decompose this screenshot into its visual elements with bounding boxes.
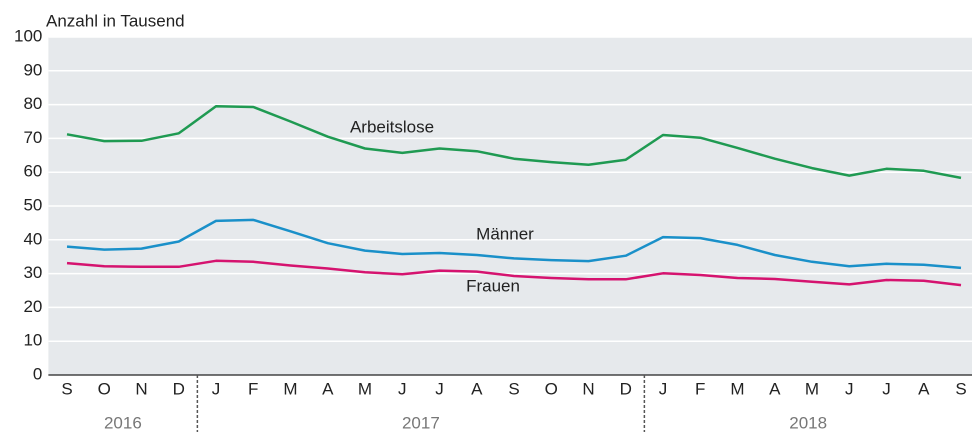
x-tick-label: A xyxy=(769,379,781,398)
y-axis-label: Anzahl in Tausend xyxy=(46,11,185,30)
y-tick-label: 40 xyxy=(23,229,42,248)
series-line xyxy=(66,105,962,180)
y-tick-label: 50 xyxy=(23,195,42,214)
x-tick-label: A xyxy=(918,379,930,398)
series-label: Männer xyxy=(476,224,534,243)
x-tick-label: J xyxy=(845,379,854,398)
x-tick-label: D xyxy=(173,379,185,398)
series-line xyxy=(66,218,962,270)
x-tick-label: F xyxy=(248,379,258,398)
y-tick-label: 80 xyxy=(23,94,42,113)
y-tick-label: 100 xyxy=(14,26,42,45)
y-tick-label: 60 xyxy=(23,162,42,181)
x-tick-label: J xyxy=(212,379,221,398)
y-tick-label: 70 xyxy=(23,128,42,147)
x-tick-label: N xyxy=(582,379,594,398)
y-tick-label: 0 xyxy=(33,364,42,383)
y-tick-label: 10 xyxy=(23,331,42,350)
y-tick-label: 20 xyxy=(23,297,42,316)
year-label: 2018 xyxy=(789,413,827,432)
x-tick-label: J xyxy=(882,379,891,398)
x-tick-label: S xyxy=(955,379,966,398)
series-label: Frauen xyxy=(466,276,520,295)
x-tick-label: A xyxy=(471,379,483,398)
x-tick-label: A xyxy=(322,379,334,398)
y-tick-label: 30 xyxy=(23,263,42,282)
series-label: Arbeitslose xyxy=(350,117,434,136)
year-label: 2017 xyxy=(402,413,440,432)
year-label: 2016 xyxy=(104,413,142,432)
x-tick-label: J xyxy=(435,379,444,398)
x-tick-label: M xyxy=(805,379,819,398)
series-line xyxy=(66,259,962,287)
x-tick-label: M xyxy=(730,379,744,398)
x-tick-label: O xyxy=(545,379,558,398)
x-tick-label: D xyxy=(620,379,632,398)
x-tick-label: O xyxy=(98,379,111,398)
y-tick-label: 90 xyxy=(23,60,42,79)
x-tick-label: S xyxy=(508,379,519,398)
x-tick-label: J xyxy=(398,379,407,398)
x-tick-label: N xyxy=(135,379,147,398)
x-tick-label: M xyxy=(283,379,297,398)
x-tick-label: F xyxy=(695,379,705,398)
x-tick-label: M xyxy=(358,379,372,398)
x-tick-label: J xyxy=(659,379,668,398)
x-tick-label: S xyxy=(61,379,72,398)
